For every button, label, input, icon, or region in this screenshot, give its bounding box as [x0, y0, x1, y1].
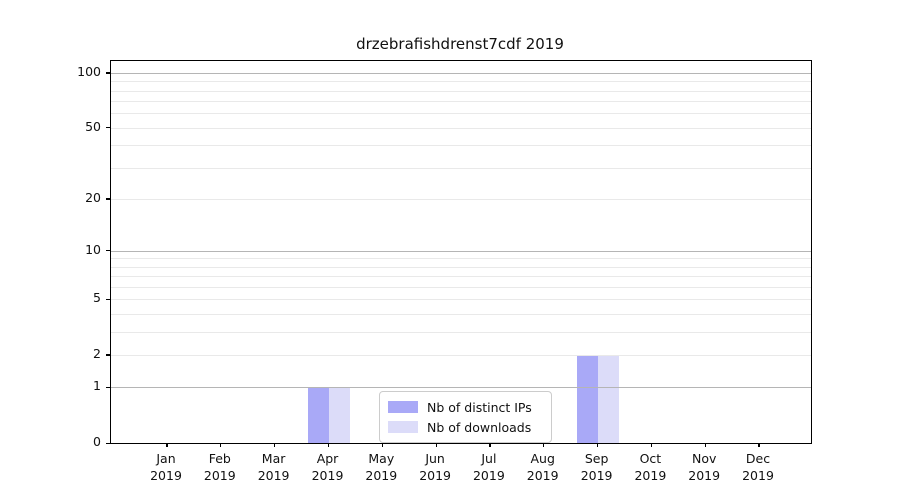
x-tick-label: Nov 2019 [688, 451, 721, 483]
gridline-minor [111, 276, 811, 278]
x-tick-label: May 2019 [365, 451, 398, 483]
legend-swatch-distinct-ips [388, 401, 418, 413]
x-tick-label: Mar 2019 [257, 451, 290, 483]
gridline-minor [111, 286, 811, 288]
x-tick [381, 443, 383, 447]
y-tick [105, 250, 110, 252]
x-tick-label: Feb 2019 [203, 451, 236, 483]
gridline-minor [111, 331, 811, 333]
x-tick [597, 443, 599, 447]
gridline-major [111, 387, 811, 389]
gridline-minor [111, 81, 811, 83]
y-tick [105, 442, 110, 444]
gridline-minor [111, 145, 811, 147]
x-tick [327, 443, 330, 447]
x-tick [543, 443, 545, 447]
legend: Nb of distinct IPs Nb of downloads [379, 391, 552, 443]
gridline-minor [111, 113, 811, 115]
x-tick-label: Dec 2019 [742, 451, 774, 483]
y-tick-label: 5 [93, 290, 101, 306]
y-tick [105, 354, 110, 356]
gridline-minor [111, 354, 811, 356]
y-tick-label: 50 [85, 118, 101, 134]
y-tick [105, 127, 110, 129]
gridline-minor [111, 167, 811, 169]
x-tick [274, 443, 276, 447]
y-tick [105, 72, 110, 74]
gridline-minor [111, 299, 811, 301]
y-tick-label: 1 [93, 378, 101, 394]
x-tick-label: Oct 2019 [634, 451, 667, 483]
x-tick [166, 443, 168, 447]
bar-downloads-apr [328, 387, 350, 443]
y-tick-label: 10 [85, 241, 101, 257]
gridline-major [111, 72, 811, 74]
legend-item-downloads: Nb of downloads [380, 417, 551, 437]
bar-downloads-sep [597, 354, 619, 443]
x-tick [704, 443, 706, 447]
gridline-minor [111, 258, 811, 260]
x-tick-label: Sep 2019 [580, 451, 613, 483]
legend-label-distinct-ips: Nb of distinct IPs [427, 399, 532, 415]
y-tick [105, 298, 110, 301]
x-tick [435, 443, 437, 447]
x-tick-label: Jun 2019 [419, 451, 451, 483]
gridline-minor [111, 127, 811, 129]
legend-label-downloads: Nb of downloads [427, 419, 532, 435]
y-tick-label: 2 [93, 345, 101, 361]
gridline-minor [111, 266, 811, 268]
y-tick-label: 100 [77, 63, 101, 79]
x-tick [220, 443, 222, 447]
legend-swatch-downloads [388, 421, 418, 433]
x-tick [650, 443, 653, 447]
y-tick-label: 20 [85, 189, 101, 205]
legend-item-distinct-ips: Nb of distinct IPs [380, 397, 551, 417]
y-tick [105, 198, 110, 200]
plot-area: Nb of distinct IPs Nb of downloads [105, 60, 812, 447]
x-tick-label: Jul 2019 [472, 451, 505, 483]
gridline-major [111, 250, 811, 252]
gridline-minor [111, 198, 811, 200]
bar-distinct-ips-sep [576, 354, 598, 443]
gridline-minor [111, 90, 811, 92]
y-tick [105, 386, 110, 389]
x-tick-label: Apr 2019 [311, 451, 344, 483]
x-tick [489, 443, 491, 447]
x-tick-label: Jan 2019 [150, 451, 182, 483]
y-tick-label: 0 [93, 434, 101, 449]
gridline-minor [111, 313, 811, 315]
chart-title: drzebrafishdrenst7cdf 2019 [356, 35, 564, 53]
x-tick-label: Aug 2019 [526, 451, 559, 483]
bar-distinct-ips-apr [307, 387, 329, 443]
gridline-minor [111, 101, 811, 103]
x-tick [758, 443, 760, 447]
